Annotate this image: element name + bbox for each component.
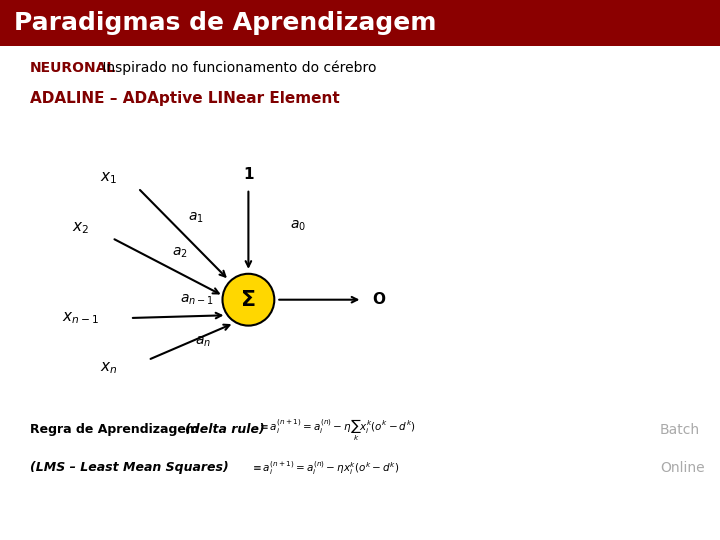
- Text: $a_{n-1}$: $a_{n-1}$: [180, 293, 214, 307]
- Text: NEURONAL: NEURONAL: [30, 61, 116, 75]
- Text: $x_1$: $x_1$: [100, 170, 117, 186]
- Text: $a_n$: $a_n$: [195, 335, 211, 349]
- Text: $a_2$: $a_2$: [172, 246, 188, 260]
- Text: Regra de Aprendizagem: Regra de Aprendizagem: [30, 423, 203, 436]
- Text: Σ: Σ: [240, 289, 256, 310]
- Text: 1: 1: [243, 167, 253, 182]
- Ellipse shape: [222, 274, 274, 326]
- Text: Batch: Batch: [660, 423, 700, 437]
- Text: ADALINE – ADAptive LINear Element: ADALINE – ADAptive LINear Element: [30, 91, 340, 105]
- Text: $\equiv a_i^{(n+1)} = a_i^{(n)}-\eta\sum_k x_i^k(o^k-d^k)$: $\equiv a_i^{(n+1)} = a_i^{(n)}-\eta\sum…: [257, 417, 416, 443]
- Text: $a_1$: $a_1$: [188, 211, 204, 225]
- Text: (delta rule): (delta rule): [185, 423, 265, 436]
- Bar: [0, 0, 720, 46]
- Text: $x_n$: $x_n$: [100, 360, 117, 376]
- Text: $\equiv a_i^{(n+1)} = a_i^{(n)}-\eta x_i^k(o^k-d^k)$: $\equiv a_i^{(n+1)} = a_i^{(n)}-\eta x_i…: [250, 459, 400, 477]
- Text: $a_0$: $a_0$: [290, 219, 307, 233]
- Text: Paradigmas de Aprendizagem: Paradigmas de Aprendizagem: [14, 11, 436, 35]
- Text: $x_{n-1}$: $x_{n-1}$: [62, 310, 99, 326]
- Text: Inspirado no funcionamento do cérebro: Inspirado no funcionamento do cérebro: [98, 60, 377, 75]
- Text: $x_2$: $x_2$: [72, 220, 89, 236]
- Text: (LMS – Least Mean Squares): (LMS – Least Mean Squares): [30, 462, 229, 475]
- Text: O: O: [372, 292, 385, 307]
- Text: Online: Online: [660, 461, 705, 475]
